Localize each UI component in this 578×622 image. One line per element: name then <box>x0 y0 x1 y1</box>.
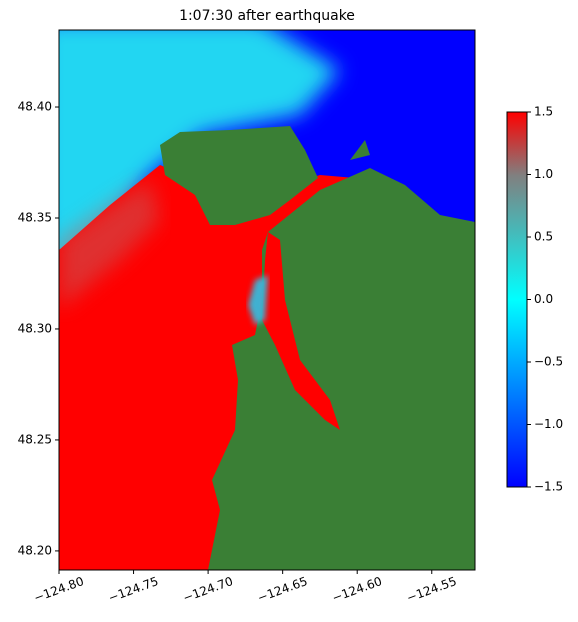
inlet <box>262 232 340 430</box>
x-tick-label: −124.55 <box>405 574 459 605</box>
x-tick-label: −124.75 <box>107 574 161 605</box>
y-tick-label: 48.20 <box>18 543 52 557</box>
colorbar-tick-label: 0.0 <box>534 292 553 306</box>
colorbar-tick-label: 1.5 <box>534 105 553 119</box>
chart-title: 1:07:30 after earthquake <box>179 8 355 24</box>
y-tick-label: 48.30 <box>18 321 52 335</box>
colorbar-tick-label: −0.5 <box>534 355 563 369</box>
y-tick-label: 48.35 <box>18 210 52 224</box>
colorbar-tick-label: 1.0 <box>534 167 553 181</box>
colorbar <box>506 111 528 488</box>
map-image <box>59 30 475 570</box>
transition-zone <box>59 180 160 310</box>
island <box>350 140 370 160</box>
plot-frame <box>58 29 476 571</box>
x-tick-label: −124.80 <box>32 574 86 605</box>
colorbar-tick-label: −1.0 <box>534 417 563 431</box>
land <box>160 126 318 225</box>
inlet-wave <box>248 275 268 325</box>
x-tick-label: −124.70 <box>181 574 235 605</box>
y-tick-label: 48.25 <box>18 432 52 446</box>
x-tick-label: −124.65 <box>256 574 310 605</box>
colorbar-tick-label: −1.5 <box>534 480 563 494</box>
colorbar-tick-label: 0.5 <box>534 230 553 244</box>
y-tick-label: 48.40 <box>18 100 52 114</box>
wave-front <box>59 30 340 278</box>
x-tick-label: −124.60 <box>330 574 384 605</box>
